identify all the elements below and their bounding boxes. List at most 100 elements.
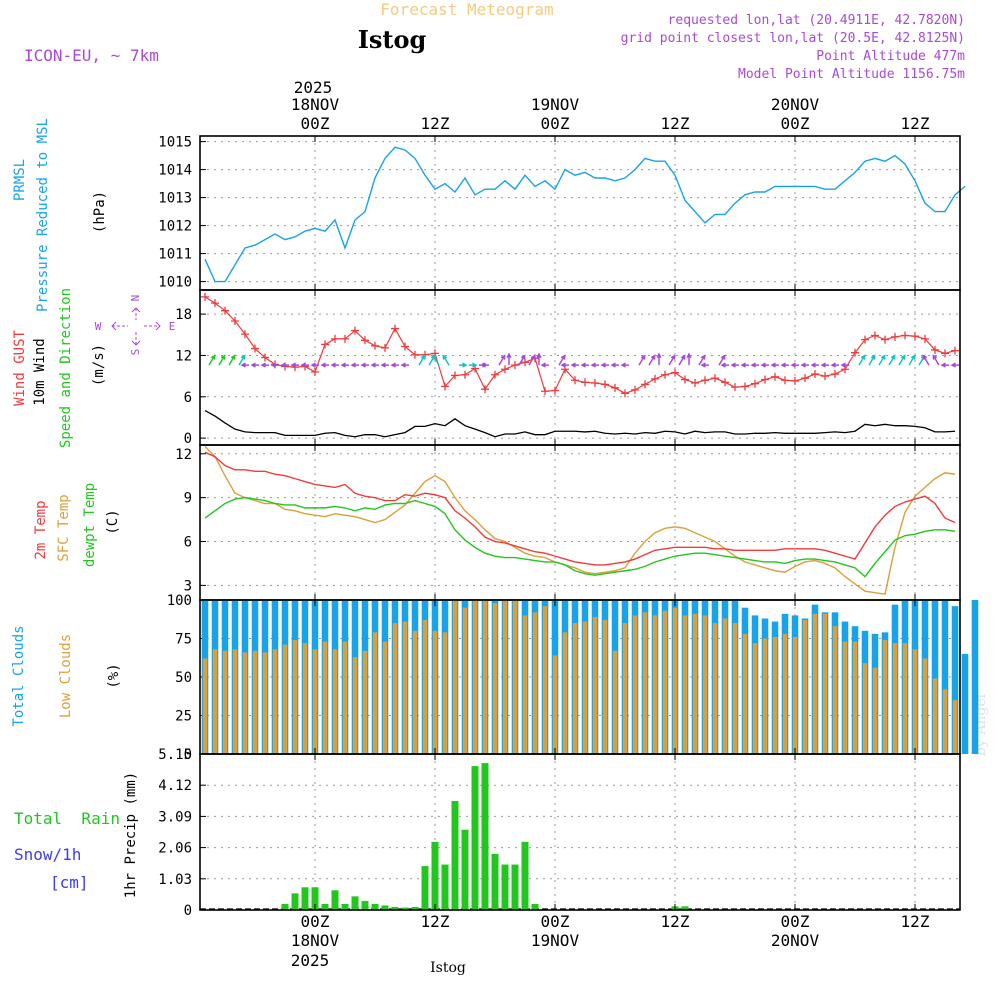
rain-bar (471, 766, 479, 910)
wind-direction-arrow (540, 362, 549, 368)
gust-marker (811, 370, 819, 379)
rain-bar (291, 893, 299, 910)
gust-marker (751, 379, 759, 388)
temperature-ytick-label: 6 (184, 535, 192, 551)
wind-direction-arrow (536, 352, 542, 366)
low-cloud-bar (532, 612, 538, 754)
top-time-label: 12Z (901, 114, 930, 133)
wind-dir-label: Speed and Direction (58, 288, 74, 448)
wind-ytick-label: 6 (184, 390, 192, 406)
gust-marker (921, 334, 929, 343)
gust-marker (911, 332, 919, 341)
gust-marker (221, 306, 229, 315)
top-time-label: 12Z (421, 114, 450, 133)
pressure-ytick-label: 1012 (158, 219, 192, 235)
rain-bar (381, 905, 389, 910)
wind-direction-arrow (830, 362, 839, 368)
low-cloud-bar (492, 603, 498, 754)
bottom-date-label: 18NOV (291, 931, 340, 950)
low-cloud-bar (342, 641, 348, 754)
wind-direction-arrow (648, 354, 656, 366)
wind-direction-arrow (878, 354, 886, 366)
low-cloud-bar (832, 626, 838, 754)
low-cloud-bar (582, 621, 588, 754)
gridpoint-coords: grid point closest lon,lat (20.5E, 42.81… (621, 31, 965, 46)
wind-direction-arrow (506, 352, 512, 366)
low-cloud-bar (522, 615, 528, 754)
wind-direction-arrow (260, 362, 269, 368)
precip-panel (199, 753, 961, 911)
cloud-unit: (%) (106, 663, 122, 688)
low-cloud-bar (382, 641, 388, 754)
wind-direction-arrow (228, 354, 236, 366)
gust-marker (691, 379, 699, 387)
wind-direction-arrow (350, 362, 359, 368)
rain-bar (281, 903, 289, 910)
gust-marker (941, 349, 949, 358)
rain-label: Total Rain (14, 809, 120, 828)
pressure-panel (199, 135, 966, 291)
wind-direction-arrow (730, 362, 739, 368)
pressure-labels: PRMSL Pressure Reduced to MSL (hPa) (12, 118, 108, 312)
low-cloud-bar (672, 607, 678, 754)
compass-s: S (129, 349, 142, 356)
clouds-ytick-label: 75 (175, 632, 192, 648)
wind-direction-arrow (558, 354, 566, 366)
top-year: 2025 (294, 78, 333, 97)
gust-marker (661, 370, 669, 379)
wind-direction-arrow (840, 362, 849, 368)
rain-bar (371, 903, 379, 910)
precip-ytick-label: 5.15 (158, 747, 192, 763)
wind-direction-arrow (418, 354, 426, 366)
gust-marker (201, 292, 209, 301)
requested-coords: requested lon,lat (20.4911E, 42.7820N) (668, 13, 965, 28)
top-time-label: 00Z (301, 114, 330, 133)
gust-marker (451, 371, 459, 380)
wind-direction-arrow (760, 362, 769, 368)
gust-marker (441, 382, 449, 391)
low-cloud-bar (212, 649, 218, 754)
low-cloud-bar (302, 643, 308, 754)
wind-direction-arrow (610, 362, 619, 368)
wind-direction-arrow (908, 354, 916, 366)
wind-direction-arrow (718, 354, 726, 366)
low-cloud-bar (922, 658, 928, 754)
gust-marker (611, 383, 619, 392)
wind-direction-arrow (442, 354, 450, 366)
gust-marker (591, 379, 599, 387)
gust-marker (641, 380, 649, 389)
low-cloud-bar (502, 600, 508, 754)
wind-unit: (m/s) (91, 344, 107, 386)
gust-marker (601, 380, 609, 389)
gust-marker (371, 341, 379, 350)
pressure-ytick-label: 1010 (158, 275, 192, 291)
low-cloud-bar (842, 641, 848, 754)
wind-direction-arrow (300, 362, 309, 368)
pressure-ytick-label: 1011 (158, 247, 192, 263)
rain-bar (511, 864, 519, 910)
low-cloud-bar (912, 649, 918, 754)
rain-bar (351, 896, 359, 910)
wind-direction-arrow (498, 354, 506, 366)
compass-w: W (95, 320, 102, 333)
total-cloud-bar (961, 653, 969, 754)
chart-title: Forecast Meteogram (380, 0, 553, 19)
cm-label: [cm] (50, 873, 89, 892)
low-cloud-bar (852, 641, 858, 754)
low-cloud-bar (572, 623, 578, 754)
bottom-time-label: 12Z (901, 912, 930, 931)
bottom-date-label: 20NOV (771, 931, 820, 950)
low-cloud-bar (812, 613, 818, 754)
low-cloud-bar (202, 658, 208, 754)
gust-marker (391, 324, 399, 333)
total-cloud-bar (941, 600, 949, 754)
wind-direction-arrow (380, 362, 389, 368)
low-cloud-bar (702, 615, 708, 754)
clouds-ytick-label: 100 (167, 593, 192, 609)
wind-direction-arrow (370, 362, 379, 368)
rain-bar (461, 829, 469, 910)
rain-bar (411, 906, 419, 910)
wind-direction-arrow (720, 362, 729, 368)
gust-marker (551, 386, 559, 395)
